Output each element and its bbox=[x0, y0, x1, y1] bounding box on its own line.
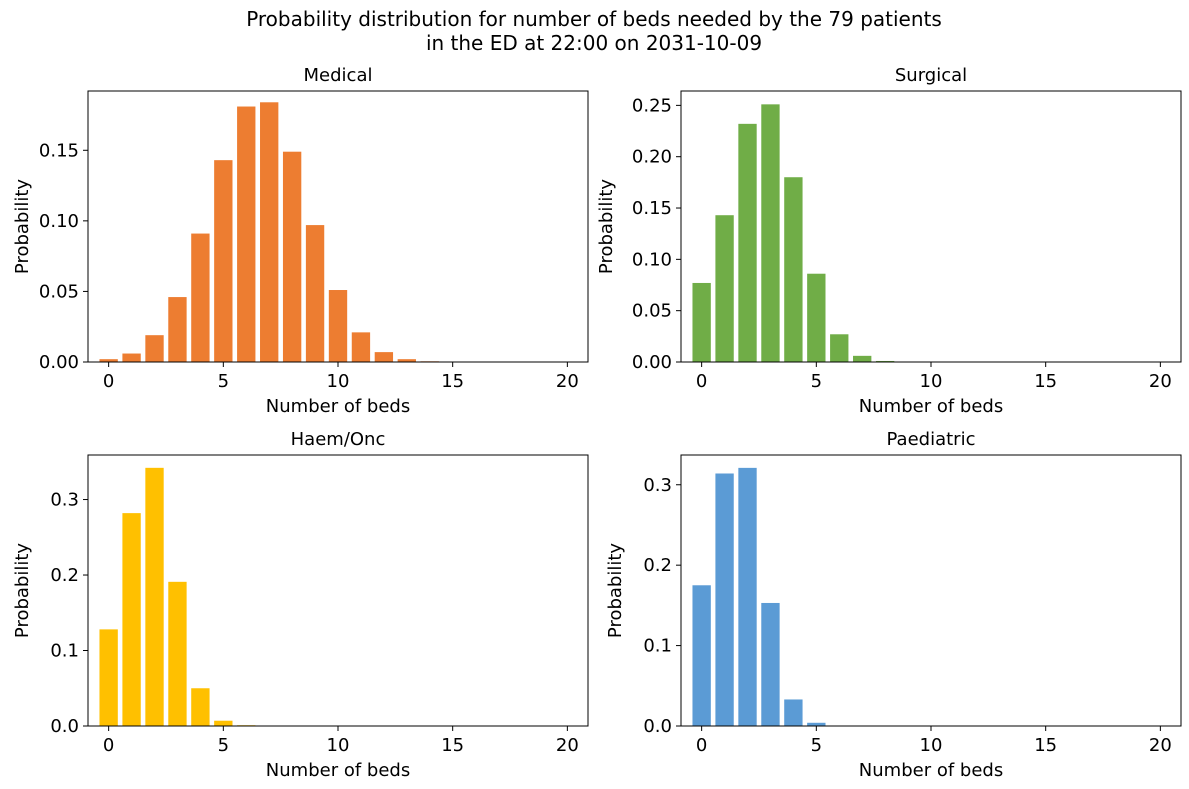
y-tick-label: 0.2 bbox=[643, 555, 672, 576]
x-tick-label: 15 bbox=[441, 735, 464, 756]
figure-title-line-1: Probability distribution for number of b… bbox=[246, 7, 942, 31]
bar bbox=[191, 688, 210, 726]
x-tick-label: 10 bbox=[327, 735, 350, 756]
bar bbox=[738, 467, 757, 726]
subplot-paediatric: Paediatric Probability Number of beds 0 5… bbox=[605, 429, 1182, 781]
bar bbox=[214, 720, 233, 726]
bar bbox=[351, 332, 371, 362]
bar bbox=[715, 473, 734, 726]
bar bbox=[99, 629, 118, 726]
y-tick-label: 0.3 bbox=[643, 475, 672, 496]
bar bbox=[784, 699, 803, 726]
x-tick-label: 15 bbox=[1034, 735, 1057, 756]
y-tick-label: 0.20 bbox=[632, 147, 672, 168]
x-tick-label: 5 bbox=[811, 735, 822, 756]
y-tick-label: 0.00 bbox=[632, 352, 672, 373]
bar bbox=[328, 290, 348, 362]
bar bbox=[692, 282, 711, 362]
bar bbox=[830, 334, 849, 362]
x-tick-label: 20 bbox=[556, 371, 579, 392]
bar bbox=[692, 585, 711, 726]
y-tick-label: 0.05 bbox=[39, 281, 79, 302]
x-tick-label: 20 bbox=[1149, 735, 1172, 756]
y-tick-label: 0.00 bbox=[39, 352, 79, 373]
bar bbox=[853, 355, 872, 362]
bar bbox=[738, 123, 757, 363]
y-tick-label: 0.25 bbox=[632, 95, 672, 116]
x-tick-label: 10 bbox=[327, 371, 350, 392]
y-tick-label: 0.10 bbox=[632, 249, 672, 270]
bar bbox=[761, 602, 780, 726]
y-tick-label: 0.15 bbox=[632, 198, 672, 219]
bar bbox=[761, 104, 780, 362]
y-tick-label: 0.2 bbox=[50, 565, 79, 586]
bar bbox=[145, 467, 164, 726]
subplot-title: Surgical bbox=[895, 65, 967, 86]
x-axis-label: Number of beds bbox=[859, 396, 1003, 417]
y-axis-label: Probability bbox=[12, 543, 33, 638]
figure-title-line-2: in the ED at 22:00 on 2031-10-09 bbox=[426, 31, 762, 55]
bar bbox=[122, 513, 141, 726]
bar bbox=[237, 106, 256, 363]
y-tick-label: 0.1 bbox=[643, 636, 672, 657]
x-tick-label: 10 bbox=[920, 735, 943, 756]
bar bbox=[145, 335, 164, 362]
subplot-medical: Medical Probability Number of beds 0 5 10 1… bbox=[12, 65, 589, 417]
x-tick-label: 15 bbox=[441, 371, 464, 392]
x-axis-label: Number of beds bbox=[859, 760, 1003, 781]
x-tick-label: 0 bbox=[696, 735, 707, 756]
bar bbox=[122, 353, 141, 362]
bar bbox=[807, 722, 826, 726]
bar bbox=[715, 215, 734, 362]
x-tick-label: 0 bbox=[103, 735, 114, 756]
bar bbox=[374, 352, 394, 362]
x-axis-label: Number of beds bbox=[266, 760, 410, 781]
y-tick-label: 0.0 bbox=[50, 716, 79, 737]
subplot-haem-onc: Haem/Onc Probability Number of beds 0 5 10… bbox=[12, 429, 589, 781]
x-tick-label: 15 bbox=[1034, 371, 1057, 392]
y-axis-label: Probability bbox=[596, 179, 617, 274]
x-tick-label: 10 bbox=[920, 371, 943, 392]
x-tick-label: 20 bbox=[1149, 371, 1172, 392]
subplot-title: Paediatric bbox=[887, 429, 976, 450]
bar bbox=[784, 177, 803, 362]
bar bbox=[282, 151, 302, 362]
y-tick-label: 0.0 bbox=[643, 716, 672, 737]
y-axis-label: Probability bbox=[12, 179, 33, 274]
y-axis-label: Probability bbox=[605, 543, 626, 638]
bar bbox=[168, 297, 187, 362]
bar bbox=[191, 233, 210, 362]
y-tick-label: 0.3 bbox=[50, 490, 79, 511]
bar bbox=[99, 359, 118, 362]
subplot-title: Medical bbox=[304, 65, 373, 86]
bar bbox=[214, 160, 233, 362]
x-tick-label: 0 bbox=[103, 371, 114, 392]
y-tick-label: 0.15 bbox=[39, 140, 79, 161]
x-tick-label: 5 bbox=[811, 371, 822, 392]
x-tick-label: 20 bbox=[556, 735, 579, 756]
bar bbox=[875, 360, 895, 362]
bar bbox=[397, 359, 416, 362]
x-axis-label: Number of beds bbox=[266, 396, 410, 417]
bar bbox=[260, 102, 279, 363]
x-tick-label: 5 bbox=[218, 735, 229, 756]
y-tick-label: 0.05 bbox=[632, 301, 672, 322]
x-tick-label: 0 bbox=[696, 371, 707, 392]
bar bbox=[305, 225, 325, 362]
y-tick-label: 0.10 bbox=[39, 211, 79, 232]
subplot-surgical: Surgical Probability Number of beds 0 5 10… bbox=[596, 65, 1182, 417]
bar bbox=[807, 273, 826, 362]
y-tick-label: 0.1 bbox=[50, 641, 79, 662]
bar bbox=[168, 581, 187, 726]
subplot-title: Haem/Onc bbox=[291, 429, 386, 450]
x-tick-label: 5 bbox=[218, 371, 229, 392]
